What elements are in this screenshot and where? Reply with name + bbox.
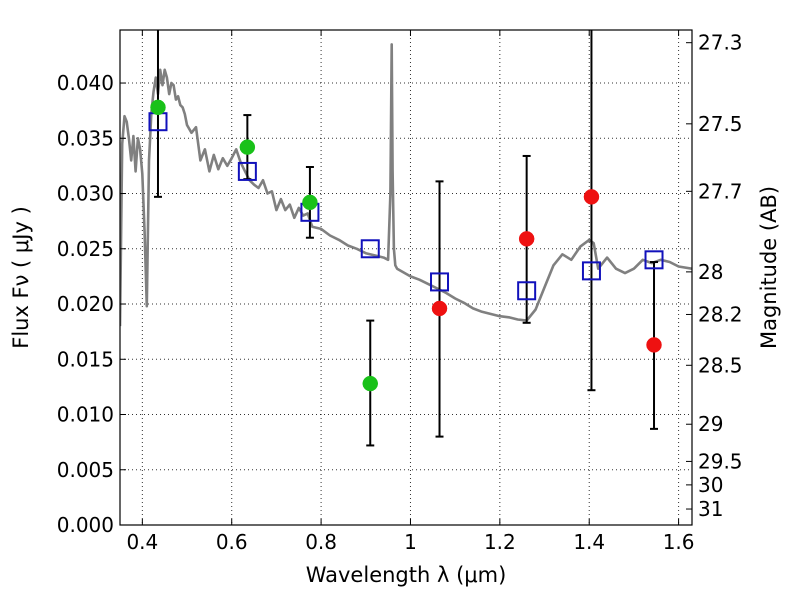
observed-points [150, 99, 662, 392]
mag-tick-label: 29.5 [698, 449, 743, 473]
y-axis-title: Flux Fν ( μJy ) [9, 206, 33, 349]
y-tick-label: 0.010 [57, 403, 114, 427]
photometry-box [581, 261, 601, 281]
mag-tick-label: 28.2 [698, 302, 743, 326]
y2-axis-title: Magnitude (AB) [757, 186, 781, 349]
x-axis-title: Wavelength λ (μm) [306, 563, 507, 587]
photometry-box [517, 281, 537, 301]
y-tick-label: 0.030 [57, 182, 114, 206]
model-spectrum-line [120, 43, 692, 327]
mag-tick-label: 28 [698, 260, 723, 284]
observed-point [302, 194, 318, 211]
mag-tick-label: 27.5 [698, 112, 743, 136]
y-tick-label: 0.025 [57, 237, 114, 261]
x-tick-label: 0.8 [305, 530, 337, 554]
y-tick-label: 0.015 [57, 347, 114, 371]
photometry-box [430, 272, 450, 292]
x-tick-label: 1 [404, 530, 417, 554]
mag-tick-label: 28.5 [698, 353, 743, 377]
tick-labels: 0.4 0.6 0.8 1 1.2 1.4 1.6 0.000 0.005 0.010 0.015 0… [57, 31, 743, 554]
observed-point [518, 231, 535, 247]
axis-ticks [120, 30, 692, 526]
photometry-box [237, 161, 257, 181]
y-tick-label: 0.020 [57, 292, 114, 316]
photometry-box [644, 250, 664, 270]
y-tick-label: 0.040 [57, 71, 114, 95]
model-spectrum [120, 43, 692, 327]
observed-point [362, 375, 378, 392]
photometry-box [360, 239, 380, 259]
observed-point [239, 139, 256, 155]
mag-tick-label: 27.7 [698, 179, 743, 203]
x-tick-label: 0.4 [126, 530, 158, 554]
mag-tick-label: 31 [698, 497, 723, 521]
plot-frame [119, 29, 693, 526]
y-tick-label: 0.000 [57, 513, 114, 537]
mag-tick-label: 30 [698, 473, 723, 497]
mag-tick-label: 27.3 [698, 31, 743, 55]
x-tick-label: 1.6 [663, 530, 695, 554]
x-tick-label: 1.2 [484, 530, 516, 554]
mag-tick-label: 29 [698, 412, 723, 436]
y-tick-label: 0.035 [57, 126, 114, 150]
x-tick-label: 1.4 [573, 530, 605, 554]
observed-point [150, 99, 166, 116]
observed-point [583, 189, 600, 205]
y-tick-label: 0.005 [57, 458, 114, 482]
x-tick-label: 0.6 [216, 530, 248, 554]
observed-point [431, 300, 448, 317]
observed-point [646, 337, 662, 353]
